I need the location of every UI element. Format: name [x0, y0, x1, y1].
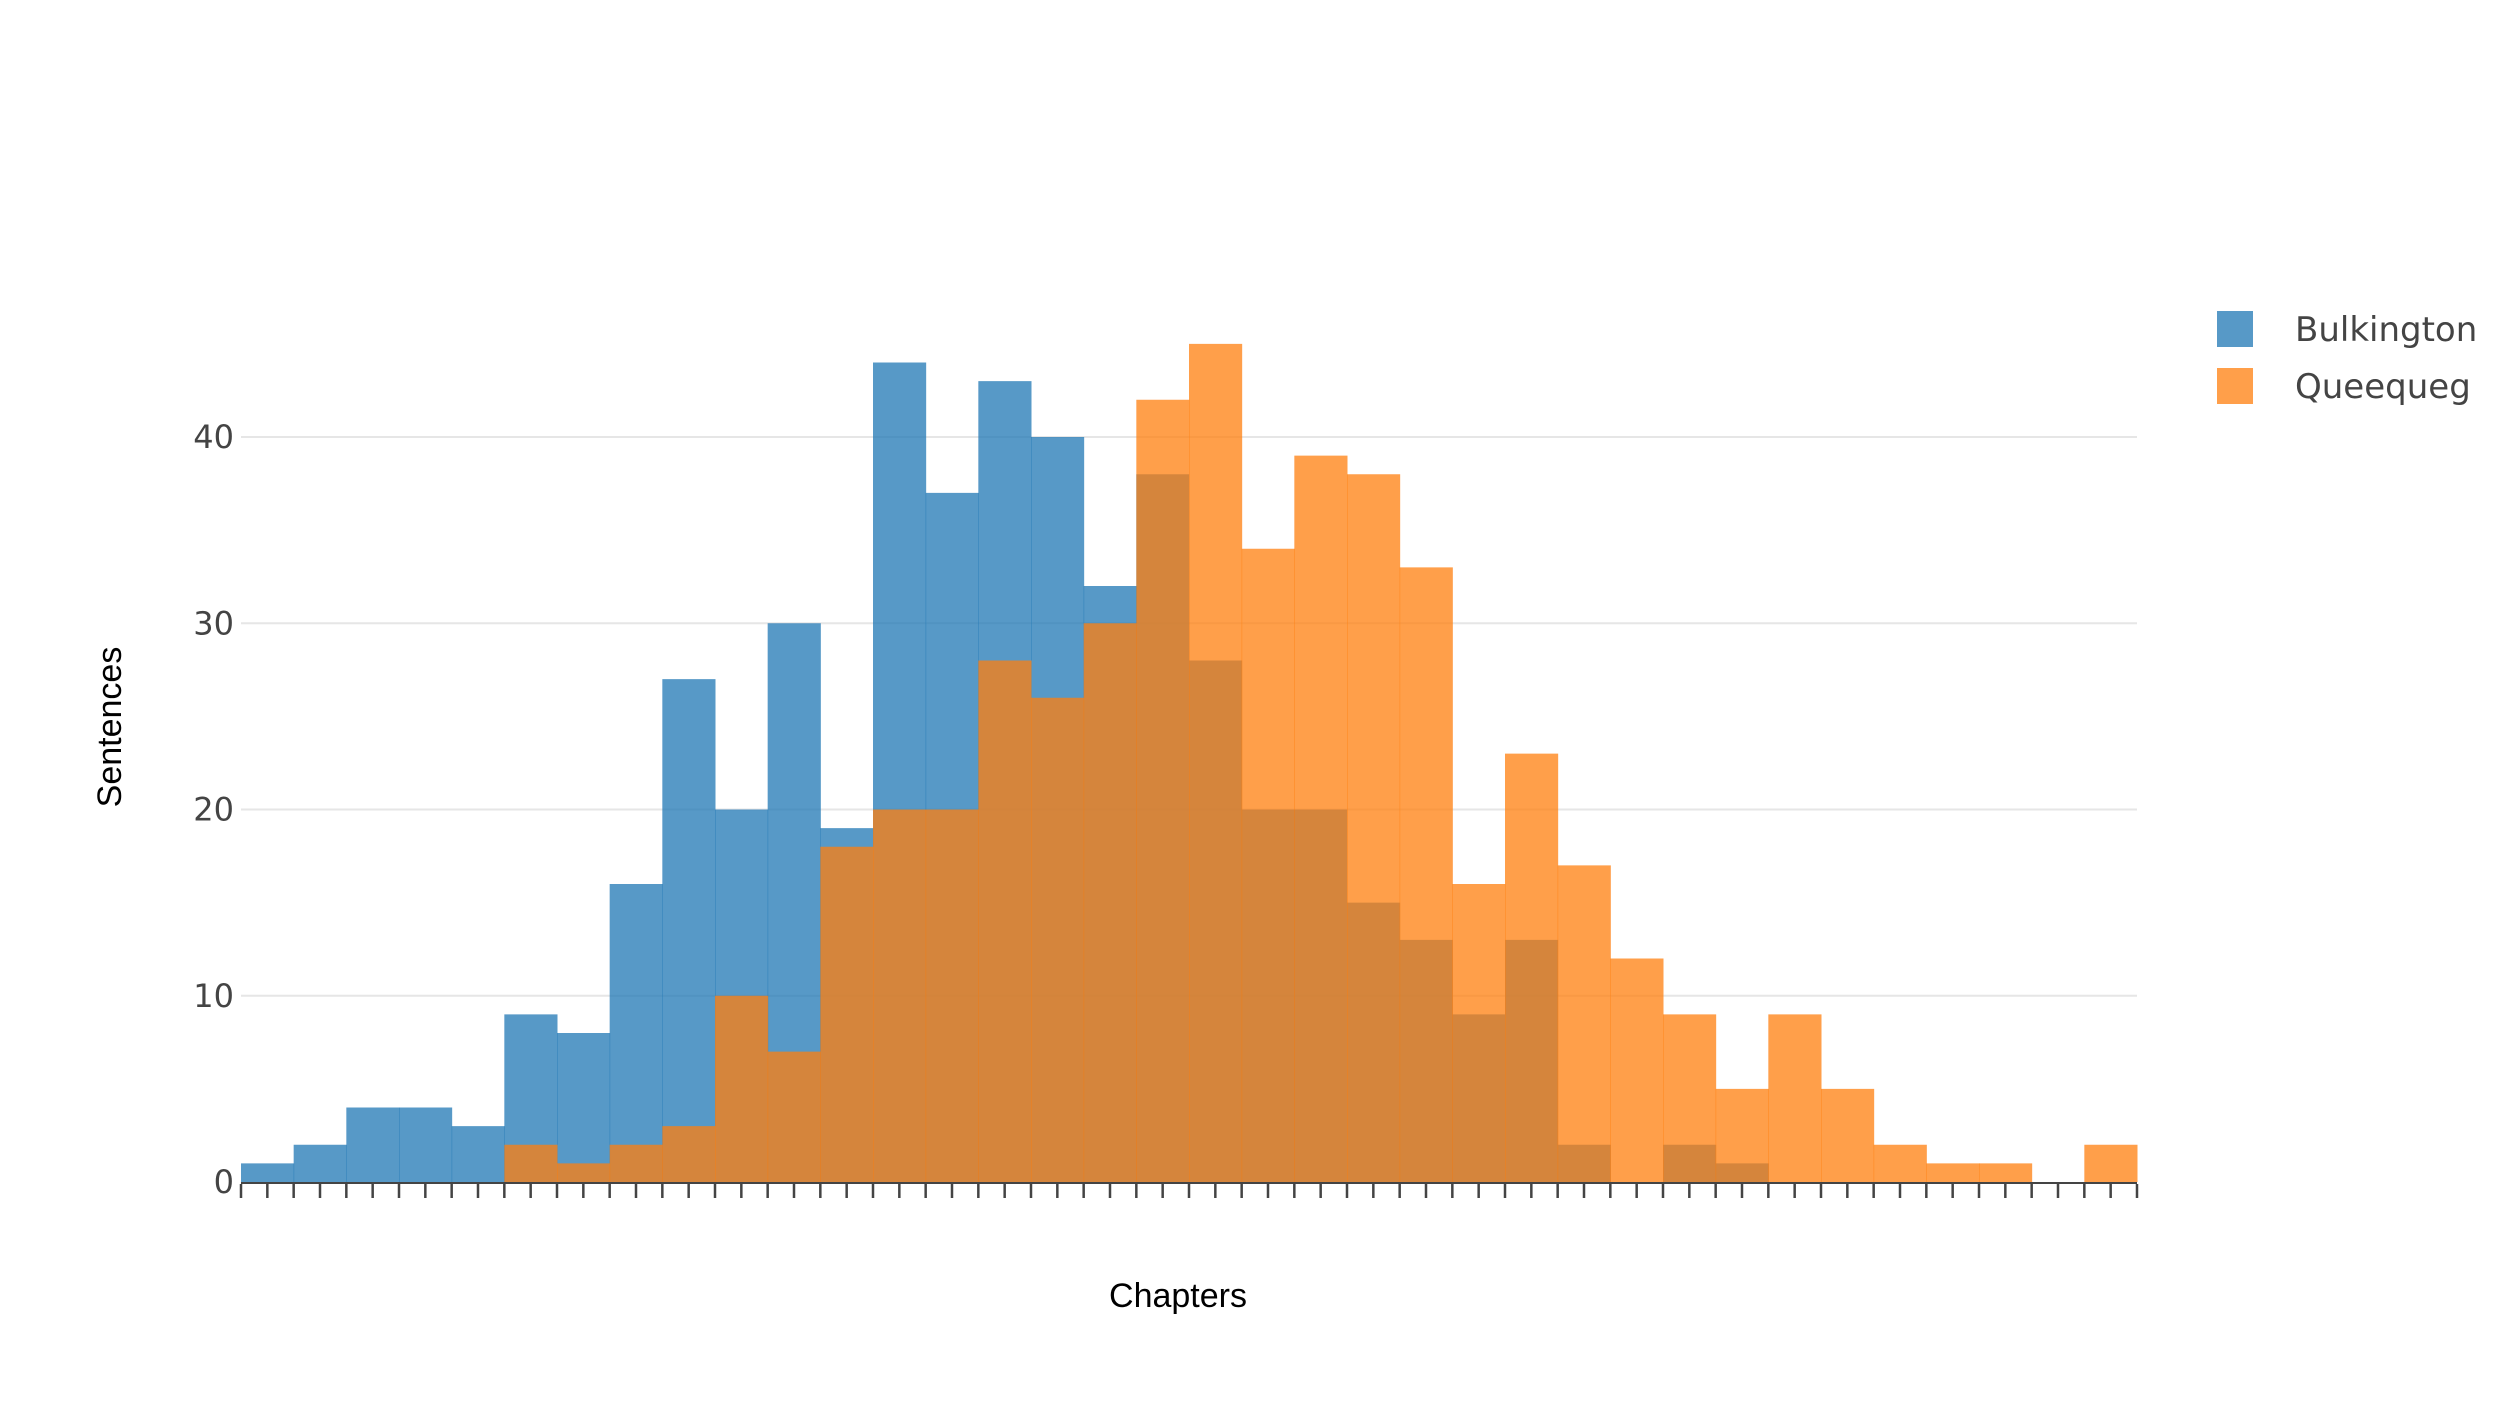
histogram-bar[interactable]: [820, 846, 874, 1182]
y-tick-label: 10: [193, 977, 234, 1015]
legend-swatch[interactable]: [2217, 368, 2253, 404]
x-axis: [239, 1182, 2139, 1198]
histogram-bar[interactable]: [241, 1163, 295, 1182]
histogram-bar[interactable]: [451, 1126, 505, 1182]
histogram-bar[interactable]: [1505, 753, 1559, 1182]
y-axis-ticks: 0 10 20 30 40: [193, 418, 234, 1201]
y-tick-label: 0: [214, 1163, 234, 1201]
histogram-bar[interactable]: [662, 1126, 716, 1182]
legend-swatch[interactable]: [2217, 311, 2253, 347]
histogram-bar[interactable]: [715, 995, 769, 1182]
histogram-bar[interactable]: [293, 1144, 347, 1182]
histogram-bar[interactable]: [346, 1107, 400, 1183]
histogram-bar[interactable]: [873, 809, 927, 1183]
histogram-bar[interactable]: [1347, 474, 1401, 1182]
histogram-bar[interactable]: [1663, 1014, 1717, 1182]
histogram-bar[interactable]: [1610, 958, 1664, 1183]
series-queequeg: [504, 343, 2138, 1183]
histogram-bar[interactable]: [1031, 697, 1085, 1182]
histogram-bar[interactable]: [1241, 548, 1295, 1182]
histogram-bar[interactable]: [1768, 1014, 1822, 1182]
y-tick-label: 20: [193, 791, 234, 829]
legend: Bulkington Queequeg: [2217, 310, 2477, 407]
histogram-bar[interactable]: [1083, 623, 1137, 1182]
x-axis-title: Chapters: [1109, 1277, 1247, 1315]
histogram-bar[interactable]: [1452, 884, 1506, 1182]
y-tick-label: 30: [193, 604, 234, 642]
histogram-bar[interactable]: [1979, 1163, 2033, 1182]
histogram-bar[interactable]: [504, 1144, 558, 1182]
histogram-bar[interactable]: [557, 1033, 611, 1182]
histogram-bar[interactable]: [1926, 1163, 1980, 1182]
histogram-bar[interactable]: [1715, 1088, 1769, 1182]
histogram-bar[interactable]: [1821, 1088, 1875, 1182]
histogram-bar[interactable]: [557, 1163, 611, 1182]
histogram-bar[interactable]: [1189, 343, 1243, 1182]
histogram-bar[interactable]: [925, 809, 979, 1183]
histogram-bar[interactable]: [2084, 1144, 2138, 1182]
histogram-bar[interactable]: [609, 1144, 663, 1182]
histogram-bar[interactable]: [662, 679, 716, 1182]
histogram-bar[interactable]: [609, 884, 663, 1182]
histogram-bar[interactable]: [1873, 1144, 1927, 1182]
histogram-bar[interactable]: [1399, 567, 1453, 1182]
histogram-bar[interactable]: [1294, 455, 1348, 1182]
histogram-bar[interactable]: [767, 1051, 821, 1182]
histogram-bar[interactable]: [1136, 399, 1190, 1182]
y-tick-label: 40: [193, 418, 234, 456]
bars: [241, 343, 2138, 1183]
legend-label[interactable]: Bulkington: [2295, 310, 2477, 350]
histogram-bar[interactable]: [978, 660, 1032, 1183]
histogram-bar[interactable]: [399, 1107, 453, 1183]
y-axis-title: Sentences: [91, 647, 129, 808]
legend-label[interactable]: Queequeg: [2295, 367, 2471, 407]
histogram-bar[interactable]: [1557, 865, 1611, 1182]
